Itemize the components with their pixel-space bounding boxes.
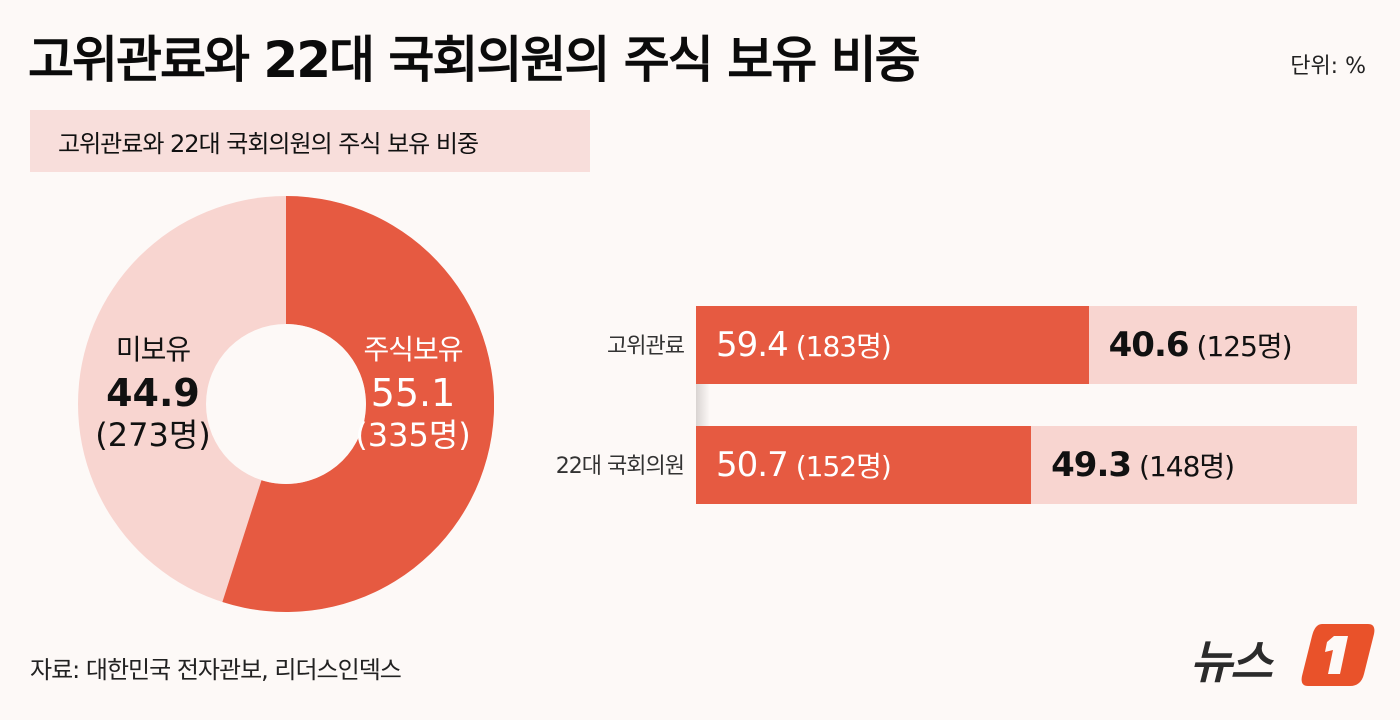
bar-row-label-lawmakers: 22대 국회의원	[555, 454, 685, 479]
donut-chart	[78, 196, 494, 612]
bar-not-own-value: 49.3	[1051, 445, 1132, 485]
subtitle-box: 고위관료와 22대 국회의원의 주식 보유 비중	[30, 110, 590, 172]
chart-title: 고위관료와 22대 국회의원의 주식 보유 비중	[28, 31, 921, 89]
logo-text: 뉴스	[1190, 635, 1273, 689]
bar-segment-own: 59.4 (183명)	[696, 306, 1089, 384]
donut-own-value: 55.1	[370, 370, 456, 415]
donut-hole	[206, 324, 366, 484]
bar-divider-shadow	[696, 384, 710, 426]
bar-own-value: 59.4	[716, 325, 789, 365]
bar-row-lawmakers: 50.7 (152명) 49.3 (148명)	[696, 426, 1357, 504]
bar-row-officials: 59.4 (183명) 40.6 (125명)	[696, 306, 1357, 384]
bar-not-own-count: (125명)	[1196, 330, 1293, 363]
donut-label-not-own: 미보유 44.9 (273명)	[88, 333, 218, 455]
bar-row-label-officials: 고위관료	[607, 334, 685, 359]
bar-own-value: 50.7	[716, 445, 789, 485]
donut-own-category: 주식보유	[363, 333, 463, 366]
donut-not-own-category: 미보유	[115, 333, 191, 366]
unit-label: 단위: %	[1290, 54, 1366, 79]
donut-not-own-value: 44.9	[106, 370, 200, 415]
donut-slice-own	[222, 196, 494, 612]
donut-not-own-count: (273명)	[95, 416, 211, 455]
bar-segment-not-own: 40.6 (125명)	[1088, 306, 1357, 384]
bar-own-count: (152명)	[795, 450, 892, 483]
source-note: 자료: 대한민국 전자관보, 리더스인덱스	[30, 656, 402, 684]
bar-not-own-value: 40.6	[1108, 325, 1190, 365]
donut-label-own: 주식보유 55.1 (335명)	[348, 333, 478, 455]
donut-own-count: (335명)	[355, 416, 471, 455]
bar-segment-own: 50.7 (152명)	[696, 426, 1032, 504]
news1-logo: 뉴스	[1190, 620, 1380, 692]
bar-segment-not-own: 49.3 (148명)	[1031, 426, 1357, 504]
bar-own-count: (183명)	[795, 330, 892, 363]
logo-one-icon	[1301, 624, 1375, 686]
bar-not-own-count: (148명)	[1139, 450, 1235, 483]
subtitle: 고위관료와 22대 국회의원의 주식 보유 비중	[58, 130, 479, 158]
